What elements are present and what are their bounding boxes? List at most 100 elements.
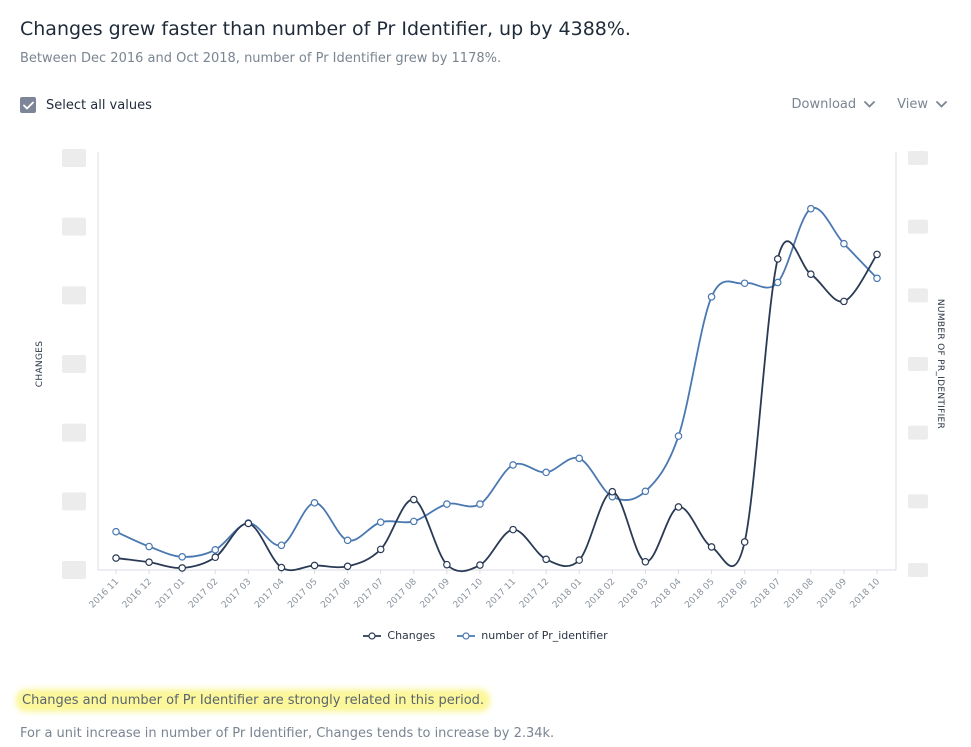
right-tick-placeholder [908, 425, 928, 440]
legend-label-changes: Changes [387, 629, 436, 642]
right-tick-placeholder [908, 219, 928, 234]
data-point-pr-identifier[interactable] [376, 518, 385, 527]
y-axis-left-label: CHANGES [35, 341, 45, 387]
data-point-changes[interactable] [112, 554, 120, 562]
line-chart: CHANGES NUMBER OF PR_IDENTIFIER 2016 11 2… [35, 149, 945, 611]
series-pr-identifier [112, 204, 881, 561]
left-tick-placeholder [62, 217, 86, 236]
download-label: Download [791, 97, 857, 112]
legend-item-changes[interactable]: Changes [363, 629, 435, 642]
x-tick-label: 2018 06 [716, 577, 750, 611]
data-point-changes[interactable] [376, 545, 385, 554]
data-point-pr-identifier[interactable] [277, 541, 286, 550]
x-tick-label: 2018 01 [551, 577, 584, 610]
right-tick-placeholder [908, 288, 928, 303]
left-tick-placeholder [62, 355, 86, 373]
select-all-label: Select all values [46, 97, 152, 113]
data-point-pr-identifier[interactable] [112, 527, 120, 536]
insight-primary: Changes and number of Pr Identifier are … [20, 693, 487, 708]
x-tick-label: 2017 01 [154, 577, 187, 610]
left-axis-ticks [62, 149, 86, 579]
x-tick-label: 2017 09 [419, 577, 453, 611]
data-point-changes[interactable] [542, 555, 550, 564]
x-tick-label: 2018 09 [816, 577, 850, 611]
data-point-changes[interactable] [840, 297, 848, 306]
series-changes [112, 240, 881, 573]
data-point-changes[interactable] [509, 525, 517, 534]
checkmark-icon [22, 101, 34, 109]
data-point-pr-identifier[interactable] [542, 468, 550, 477]
right-axis-ticks [908, 151, 928, 577]
x-tick-label: 2018 05 [683, 577, 716, 610]
data-point-changes[interactable] [740, 538, 749, 546]
left-tick-placeholder [62, 149, 86, 167]
data-point-changes[interactable] [807, 270, 815, 278]
data-point-pr-identifier[interactable] [707, 293, 716, 301]
data-point-changes[interactable] [277, 563, 286, 572]
data-point-pr-identifier[interactable] [343, 536, 352, 545]
data-point-pr-identifier[interactable] [840, 239, 848, 248]
legend-marker-pr-identifier [457, 631, 476, 640]
data-point-changes[interactable] [707, 543, 716, 551]
x-tick-label: 2018 07 [749, 577, 782, 610]
data-point-pr-identifier[interactable] [476, 500, 484, 508]
chevron-down-icon [936, 101, 947, 108]
download-button[interactable]: Download [792, 97, 876, 112]
data-point-changes[interactable] [409, 495, 418, 504]
data-point-pr-identifier[interactable] [674, 432, 683, 440]
x-tick-label: 2018 04 [650, 577, 684, 611]
data-point-changes[interactable] [310, 561, 319, 570]
data-point-changes[interactable] [575, 556, 584, 564]
data-point-changes[interactable] [674, 503, 683, 511]
insight-primary-text: Changes and number of Pr Identifier are … [20, 693, 487, 708]
data-point-changes[interactable] [476, 561, 484, 569]
right-tick-placeholder [908, 357, 928, 371]
page-title: Changes grew faster than number of Pr Id… [20, 18, 631, 40]
x-tick-label: 2016 11 [88, 577, 121, 610]
data-point-pr-identifier[interactable] [740, 279, 749, 288]
legend-item-pr-identifier[interactable]: number of Pr_identifier [457, 629, 608, 642]
left-tick-placeholder [62, 561, 86, 579]
y-axis-right-label: NUMBER OF PR_IDENTIFIER [935, 299, 945, 429]
data-point-pr-identifier[interactable] [575, 454, 584, 463]
x-tick-label: 2017 10 [452, 577, 486, 611]
data-point-pr-identifier[interactable] [310, 499, 319, 507]
data-point-pr-identifier[interactable] [409, 517, 418, 526]
data-point-pr-identifier[interactable] [509, 461, 517, 469]
data-point-changes[interactable] [608, 487, 617, 496]
x-tick-label: 2018 10 [849, 577, 883, 611]
view-button[interactable]: View [897, 97, 947, 112]
data-point-changes[interactable] [443, 560, 451, 569]
view-label: View [897, 97, 928, 112]
x-axis-ticks: 2016 11 2016 12 2017 01 2017 02 2017 03 2017 … [88, 570, 883, 611]
select-all-values[interactable]: Select all values [20, 97, 152, 113]
chevron-down-icon [864, 101, 876, 108]
data-point-changes[interactable] [873, 250, 881, 259]
data-point-pr-identifier[interactable] [641, 487, 650, 496]
page-subtitle: Between Dec 2016 and Oct 2018, number of… [20, 51, 502, 66]
insight-secondary: For a unit increase in number of Pr Iden… [20, 726, 555, 741]
x-tick-label: 2018 03 [617, 577, 650, 610]
x-tick-label: 2018 02 [584, 577, 617, 610]
data-point-changes[interactable] [145, 558, 153, 566]
left-tick-placeholder [62, 492, 86, 511]
data-point-changes[interactable] [211, 553, 220, 562]
x-tick-label: 2017 02 [187, 577, 220, 610]
data-point-pr-identifier[interactable] [211, 546, 220, 554]
data-point-pr-identifier[interactable] [773, 278, 782, 287]
data-point-changes[interactable] [641, 557, 650, 566]
x-tick-label: 2018 08 [783, 577, 817, 611]
data-point-pr-identifier[interactable] [443, 500, 451, 508]
data-point-changes[interactable] [343, 562, 352, 571]
data-point-changes[interactable] [244, 519, 253, 528]
data-point-changes[interactable] [773, 255, 782, 263]
data-point-pr-identifier[interactable] [145, 542, 153, 551]
x-tick-label: 2017 04 [253, 577, 287, 611]
left-tick-placeholder [62, 286, 86, 305]
select-all-checkbox[interactable] [20, 97, 36, 113]
series-line-changes [115, 240, 878, 573]
data-point-changes[interactable] [178, 564, 186, 572]
data-point-pr-identifier[interactable] [873, 274, 881, 283]
data-point-pr-identifier[interactable] [178, 553, 186, 561]
data-point-pr-identifier[interactable] [807, 204, 815, 213]
